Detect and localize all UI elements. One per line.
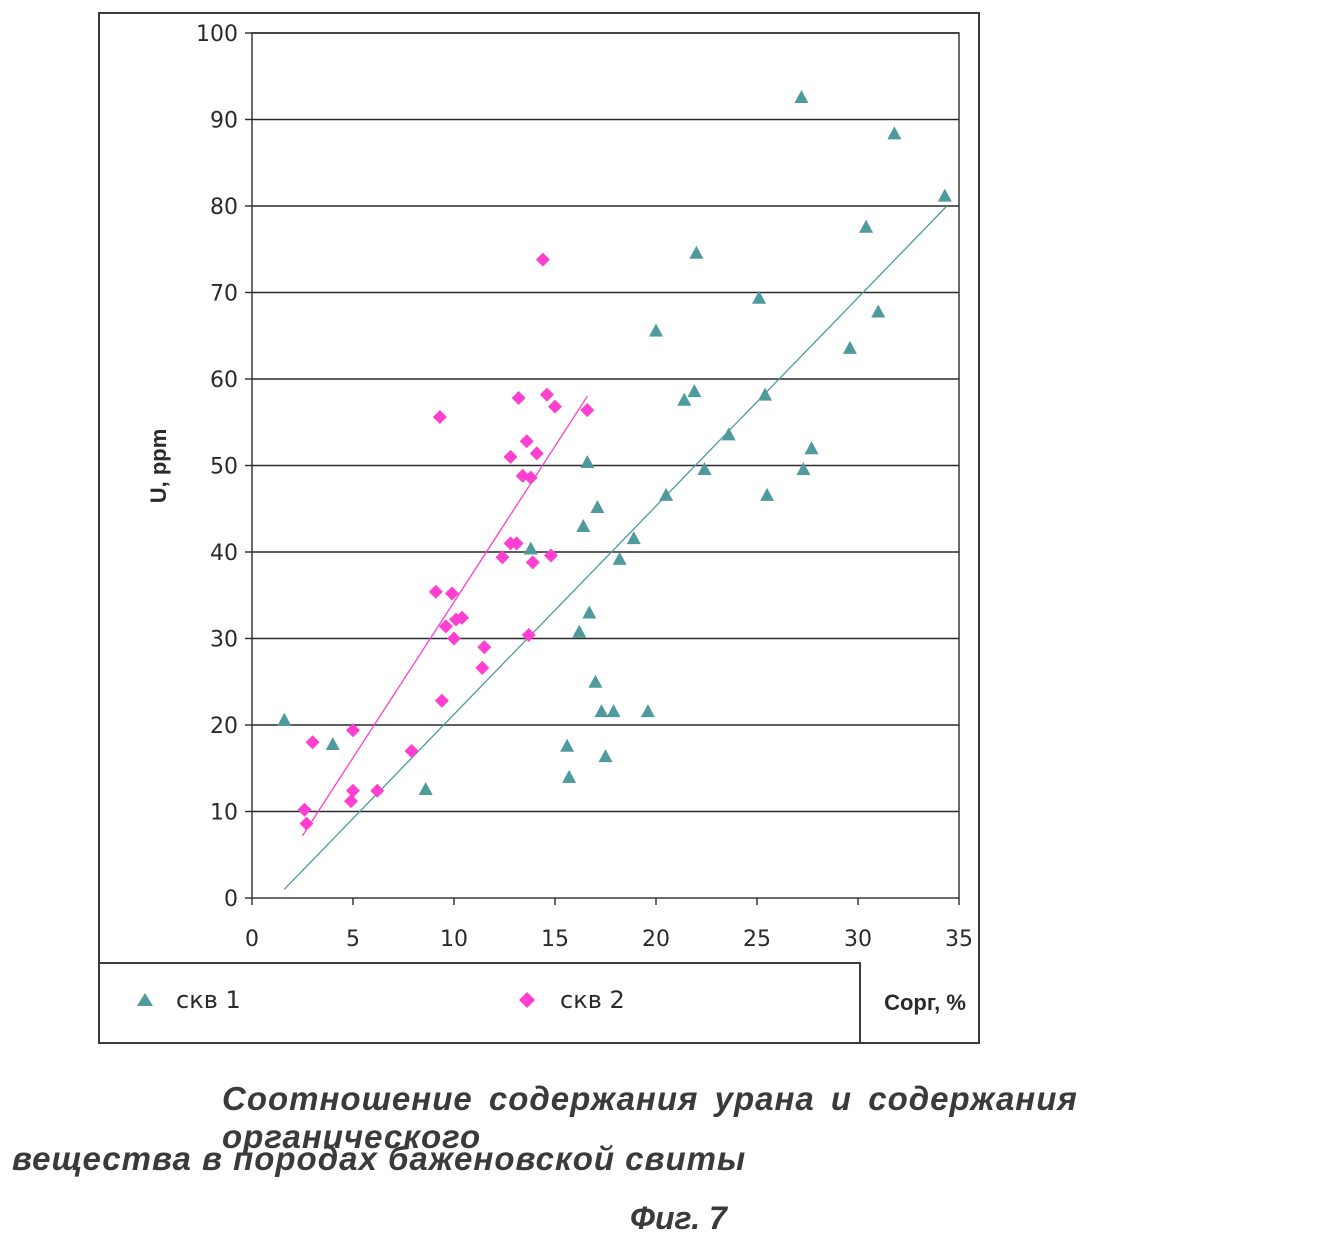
x-tick-label: 30 — [844, 927, 872, 952]
x-tick-label: 20 — [642, 927, 670, 952]
x-tick-label: 0 — [245, 927, 259, 952]
y-tick-label: 80 — [210, 195, 238, 220]
x-tick-label: 25 — [743, 927, 771, 952]
y-tick-label: 10 — [210, 801, 238, 826]
y-tick-label: 70 — [210, 282, 238, 307]
figure-caption-line-2: вещества в породах баженовской свиты — [12, 1140, 746, 1178]
x-axis-title: Сорг, % — [884, 990, 966, 1015]
figure-number: Фиг. 7 — [630, 1200, 727, 1237]
x-tick-label: 35 — [945, 927, 973, 952]
x-tick-label: 10 — [440, 927, 468, 952]
y-tick-label: 100 — [196, 22, 238, 47]
y-tick-label: 40 — [210, 541, 238, 566]
y-tick-label: 30 — [210, 628, 238, 653]
y-tick-label: 0 — [224, 887, 238, 912]
y-tick-label: 60 — [210, 368, 238, 393]
legend-label-series-2: скв 2 — [560, 986, 625, 1014]
x-tick-label: 15 — [541, 927, 569, 952]
y-tick-label: 90 — [210, 109, 238, 134]
x-tick-label: 5 — [346, 927, 360, 952]
y-tick-label: 50 — [210, 455, 238, 480]
legend-label-series-1: скв 1 — [176, 986, 241, 1014]
y-axis-title: U, ppm — [146, 429, 171, 504]
y-tick-label: 20 — [210, 714, 238, 739]
